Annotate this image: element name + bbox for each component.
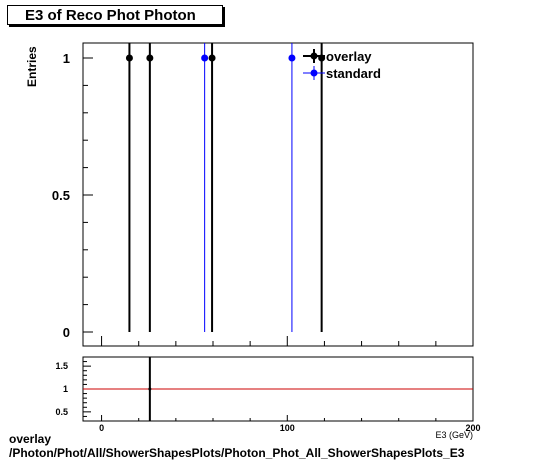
main-y-tick-label: 1 [63,51,70,66]
main-y-tick-label: 0 [63,325,70,340]
chart-title-box: E3 of Reco Phot Photon [7,5,223,25]
standard-legend-marker [310,69,318,77]
overlay-data-point [125,54,133,62]
main-y-tick-label: 0.5 [52,188,70,203]
footer-path: /Photon/Phot/All/ShowerShapesPlots/Photo… [9,446,465,460]
overlay-legend-marker [310,52,318,60]
ratio-y-tick-label: 1 [63,384,68,394]
ratio-x-tick-label: 200 [465,423,480,433]
overlay-data-point [208,54,216,62]
standard-data-point [201,54,209,62]
chart-title: E3 of Reco Phot Photon [25,7,196,24]
footer-label: overlay [9,432,52,446]
main-y-axis-label: Entries [25,46,39,87]
ratio-y-tick-label: 1.5 [55,361,68,371]
standard-data-point [288,54,296,62]
overlay-data-point [146,54,154,62]
ratio-y-tick-label: 0.5 [55,407,68,417]
ratio-data-point [148,387,152,391]
overlay-legend-label: overlay [326,49,372,64]
ratio-x-tick-label: 0 [99,423,104,433]
standard-legend-label: standard [326,66,381,81]
ratio-x-tick-label: 100 [280,423,295,433]
ratio-x-axis-label: E3 (GeV) [435,430,473,440]
main-plot-frame [82,42,474,347]
